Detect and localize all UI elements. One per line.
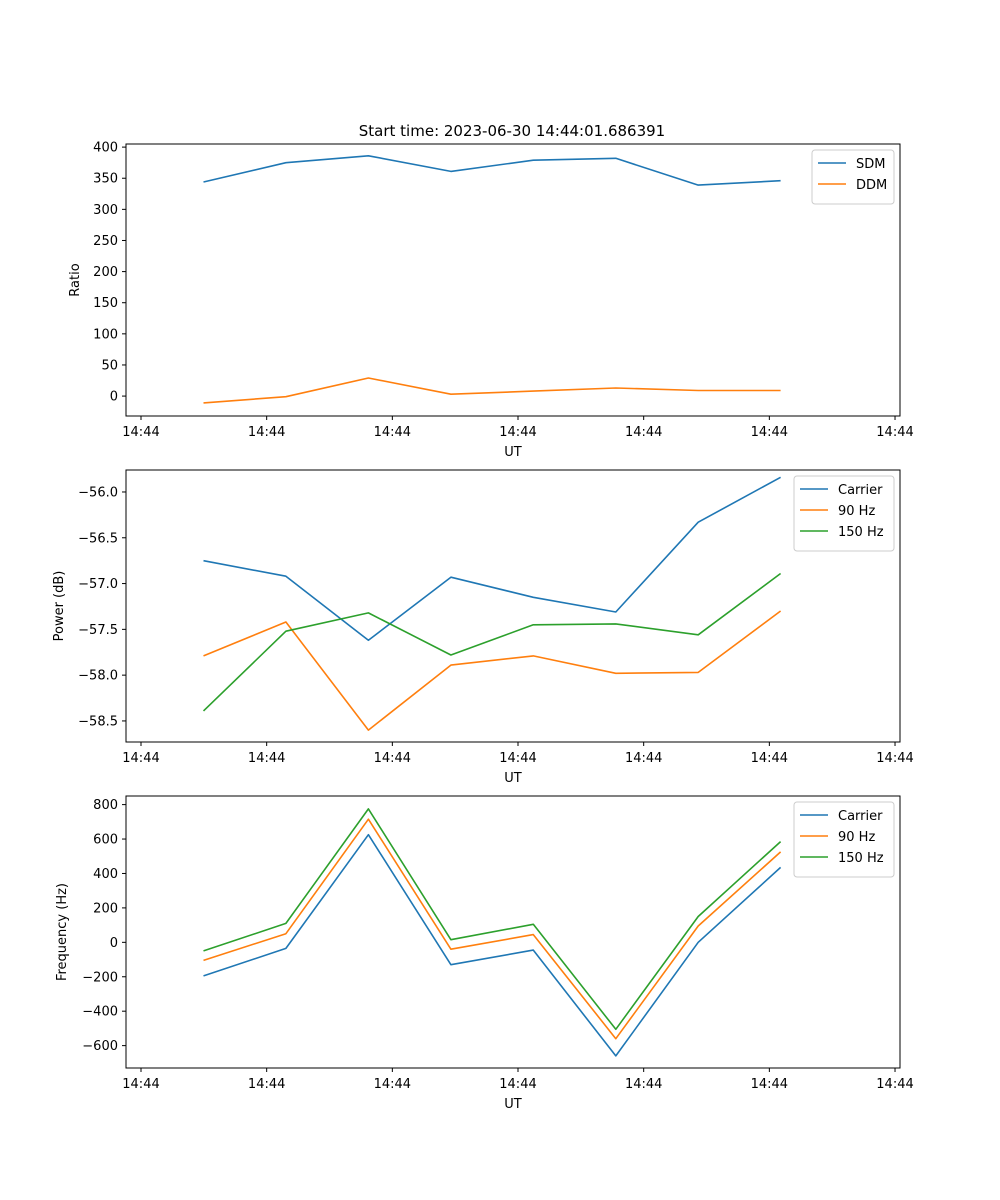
ratio-panel: 14:4414:4414:4414:4414:4414:4414:4414:45…	[68, 141, 914, 460]
axes-frame	[125, 795, 901, 1069]
x-axis-label: UT	[504, 771, 522, 786]
series-line-ddm	[203, 377, 781, 404]
y-tick-label: 0	[110, 936, 118, 951]
y-tick-label: 200	[93, 901, 118, 916]
x-tick-label: 14:44	[625, 425, 662, 440]
y-tick-label: −56.0	[78, 485, 118, 500]
legend-label: 150 Hz	[838, 525, 884, 540]
x-tick-label: 14:44	[499, 751, 536, 766]
y-tick-label: −56.5	[78, 531, 118, 546]
y-tick-label: 600	[93, 833, 118, 848]
x-tick-label: 14:44	[499, 425, 536, 440]
x-tick-label: 14:44	[876, 1077, 913, 1092]
y-tick-label: −58.0	[78, 669, 118, 684]
figure-title: Start time: 2023-06-30 14:44:01.686391	[359, 122, 665, 140]
legend-label: 90 Hz	[838, 830, 875, 845]
legend-label: Carrier	[838, 483, 883, 498]
x-tick-label: 14:44	[122, 425, 159, 440]
x-tick-label: 14:44	[122, 1077, 159, 1092]
y-tick-label: 50	[101, 358, 118, 373]
x-tick-label: 14:44	[248, 1077, 285, 1092]
y-tick-label: 400	[93, 141, 118, 156]
x-axis-label: UT	[504, 1097, 522, 1112]
y-tick-label: 100	[93, 327, 118, 342]
x-tick-label: 14:44	[374, 1077, 411, 1092]
series-line-90-hz	[203, 610, 782, 731]
legend-box	[793, 801, 895, 878]
x-axis-label: UT	[504, 445, 522, 460]
legend-label: 150 Hz	[838, 851, 884, 866]
y-tick-label: 250	[93, 234, 118, 249]
y-axis-label: Power (dB)	[52, 571, 67, 642]
y-tick-label: 800	[93, 798, 118, 813]
y-tick-label: 300	[93, 203, 118, 218]
y-tick-label: −57.0	[78, 577, 118, 592]
series-line-sdm	[203, 155, 781, 186]
y-axis-label: Frequency (Hz)	[55, 883, 70, 981]
y-tick-label: 400	[93, 867, 118, 882]
y-tick-label: 0	[110, 390, 118, 405]
series-line-carrier	[203, 476, 781, 642]
x-tick-label: 14:44	[751, 425, 788, 440]
x-tick-label: 14:44	[122, 751, 159, 766]
x-tick-label: 14:44	[876, 751, 913, 766]
power-panel: 14:4414:4414:4414:4414:4414:4414:4414:45…	[52, 469, 914, 786]
series-line-90-hz	[203, 818, 782, 1040]
series-line-150-hz	[202, 572, 782, 712]
axes-frame	[125, 143, 901, 417]
y-tick-label: 200	[93, 265, 118, 280]
x-tick-label: 14:44	[374, 425, 411, 440]
x-tick-label: 14:44	[625, 1077, 662, 1092]
y-tick-label: −600	[82, 1039, 118, 1054]
series-line-150-hz	[203, 808, 782, 1031]
legend-label: Carrier	[838, 809, 883, 824]
x-tick-label: 14:44	[876, 425, 913, 440]
legend-label: 90 Hz	[838, 504, 875, 519]
x-tick-label: 14:44	[248, 751, 285, 766]
x-tick-label: 14:44	[499, 1077, 536, 1092]
y-tick-label: −400	[82, 1005, 118, 1020]
x-tick-label: 14:44	[751, 751, 788, 766]
y-axis-label: Ratio	[68, 263, 83, 296]
axes-frame	[125, 469, 901, 743]
x-tick-label: 14:44	[248, 425, 285, 440]
y-tick-label: 350	[93, 172, 118, 187]
legend-label: DDM	[856, 178, 887, 193]
x-tick-label: 14:44	[625, 751, 662, 766]
legend-box	[793, 475, 895, 552]
series-line-carrier	[203, 833, 782, 1057]
frequency-panel: 14:4414:4414:4414:4414:4414:4414:4414:45…	[55, 795, 914, 1112]
legend-label: SDM	[856, 157, 885, 172]
y-tick-label: 150	[93, 296, 118, 311]
x-tick-label: 14:44	[374, 751, 411, 766]
y-tick-label: −58.5	[78, 714, 118, 729]
x-tick-label: 14:44	[751, 1077, 788, 1092]
y-tick-label: −200	[82, 970, 118, 985]
y-tick-label: −57.5	[78, 623, 118, 638]
